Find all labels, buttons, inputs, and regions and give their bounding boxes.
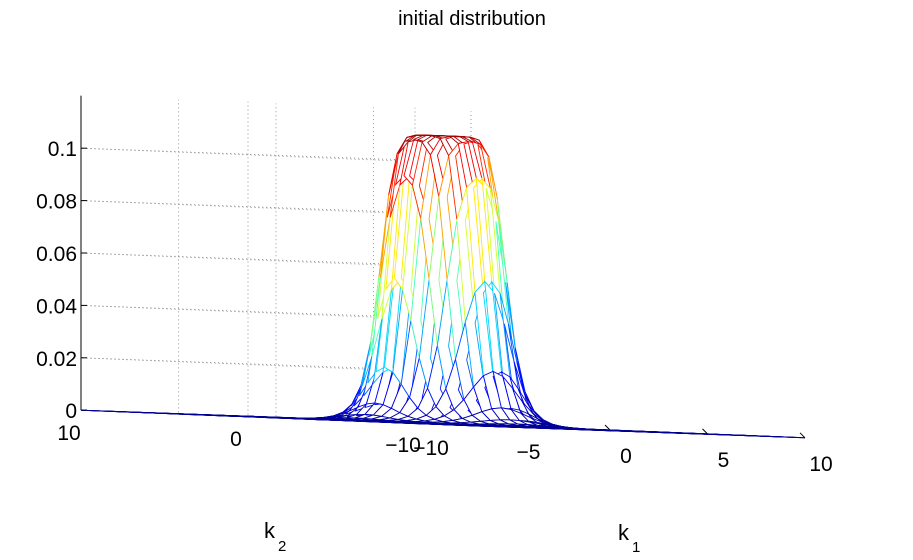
- z-tick-label-0: 0: [65, 400, 77, 423]
- z-tick-label-4: 0.08: [36, 191, 77, 214]
- chart-title: initial distribution: [398, 8, 546, 30]
- x-axis-label: k 1: [618, 520, 640, 556]
- y-axis-label: k 2: [264, 518, 286, 555]
- x-tick-label-1: −5: [517, 441, 541, 464]
- y-tick-label-2: 10: [57, 422, 80, 445]
- z-tick-label-5: 0.1: [48, 138, 77, 161]
- x-axis-label-subscript: 1: [632, 539, 640, 556]
- x-tick-label-4: 10: [809, 453, 832, 476]
- x-tick-label-2: 0: [620, 445, 632, 468]
- z-tick-label-3: 0.06: [36, 243, 77, 266]
- surface-cell: [786, 436, 806, 439]
- z-tick-label-1: 0.02: [36, 348, 77, 371]
- y-tick-label-1: 0: [230, 428, 242, 451]
- x-tick-label-0: −10: [413, 437, 449, 460]
- y-axis-label-subscript: 2: [278, 538, 286, 555]
- x-tick-mark-3: [702, 428, 708, 435]
- x-tick-mark-4: [799, 432, 806, 439]
- x-axis-label-letter: k: [618, 520, 630, 545]
- x-tick-mark-2: [604, 424, 611, 431]
- surface-mesh: [80, 134, 806, 439]
- z-tick-label-2: 0.04: [36, 295, 77, 318]
- y-tick-label-0: −10: [385, 434, 421, 457]
- svg-text:k: k: [264, 518, 276, 543]
- x-tick-label-3: 5: [718, 449, 730, 472]
- svg-text:k: k: [618, 520, 630, 545]
- y-axis-label-letter: k: [264, 518, 276, 543]
